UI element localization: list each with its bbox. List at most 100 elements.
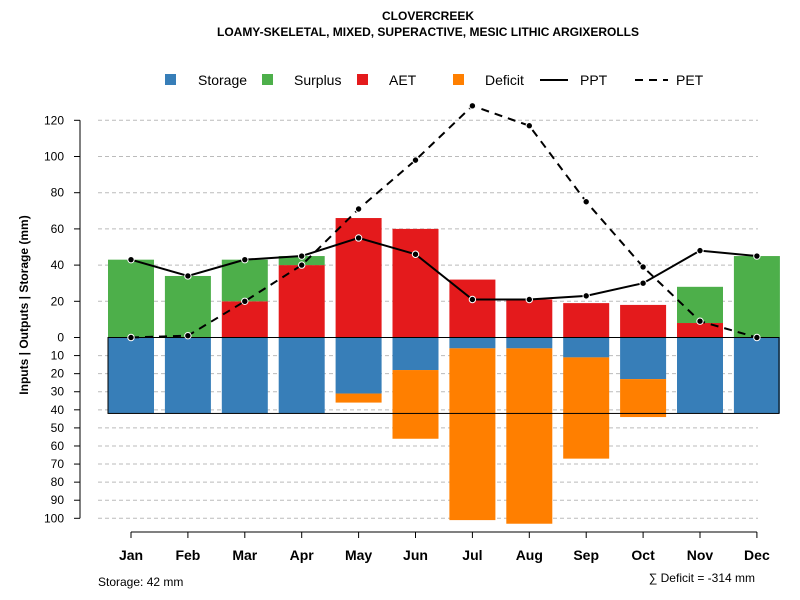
- ppt-line-point: [525, 295, 533, 304]
- y-tick-label: 70: [51, 457, 65, 471]
- ppt-line-point: [241, 255, 249, 264]
- ppt-line-point: [582, 292, 590, 300]
- x-tick-label: Nov: [687, 547, 714, 563]
- ppt-line-point: [696, 246, 704, 255]
- legend-swatch-storage: [165, 74, 176, 85]
- deficit-note: ∑ Deficit = -314 mm: [649, 571, 755, 585]
- ppt-line-point: [184, 272, 192, 280]
- ppt-line-point: [411, 250, 420, 258]
- storage-bar: [335, 337, 382, 394]
- y-tick-label: 20: [51, 294, 65, 308]
- storage-bar: [733, 337, 780, 414]
- ppt-line-point: [127, 255, 135, 264]
- y-tick-label: 10: [51, 349, 65, 363]
- aet-bar: [278, 265, 325, 338]
- legend-label-storage: Storage: [198, 72, 247, 88]
- storage-bar: [620, 337, 667, 380]
- storage-capacity-box: [107, 337, 780, 414]
- aet-bar: [449, 279, 496, 338]
- pet-line-point: [696, 317, 704, 325]
- y-tick-label: 100: [44, 511, 64, 525]
- surplus-bar: [221, 259, 268, 302]
- pet-line-point: [354, 205, 363, 213]
- deficit-bar: [392, 370, 439, 439]
- ppt-line-point: [639, 279, 647, 287]
- aet-bar: [392, 228, 439, 338]
- storage-bar: [506, 337, 553, 349]
- ppt-line-point: [468, 295, 477, 304]
- storage-bar: [563, 337, 610, 358]
- x-tick-label: Jan: [119, 547, 143, 563]
- ppt-line: [130, 236, 757, 301]
- deficit-bar: [506, 348, 553, 524]
- x-tick-label: May: [345, 547, 372, 563]
- y-tick-label: 80: [51, 186, 65, 200]
- surplus-bar: [677, 286, 723, 324]
- legend-label-ppt: PPT: [580, 72, 608, 88]
- aet-bar: [677, 323, 723, 338]
- y-tick-label: 80: [51, 475, 65, 489]
- storage-bar: [677, 337, 723, 414]
- surplus-bar: [164, 275, 211, 338]
- deficit-bar: [335, 393, 382, 403]
- x-tick-label: Dec: [744, 547, 770, 563]
- deficit-bar: [563, 357, 610, 459]
- deficit-bar: [620, 379, 667, 418]
- ppt-line-point: [753, 252, 761, 260]
- y-tick-label: 40: [51, 258, 65, 272]
- legend-label-pet: PET: [676, 72, 704, 88]
- deficit-bar: [449, 348, 496, 521]
- y-tick-label: 120: [44, 113, 64, 127]
- y-tick-label: 30: [51, 385, 65, 399]
- x-tick-label: Feb: [175, 547, 200, 563]
- legend: Storage Surplus AET Deficit PPT PET: [165, 72, 704, 88]
- surplus-bar: [108, 259, 154, 338]
- storage-bar: [392, 337, 439, 371]
- legend-swatch-deficit: [453, 74, 464, 85]
- legend-label-aet: AET: [389, 72, 417, 88]
- y-tick-label: 50: [51, 421, 65, 435]
- pet-line-point: [411, 156, 420, 164]
- y-tick-label: 100: [44, 150, 64, 164]
- x-tick-label: Jun: [403, 547, 428, 563]
- y-tick-label: 20: [51, 367, 65, 381]
- y-tick-label: 0: [57, 331, 64, 345]
- storage-bar: [108, 337, 154, 414]
- axes: 0 20 40 60 80 100 120 10 20 30 40 50 60 70 80 90 100 Jan F…: [44, 113, 770, 563]
- storage-bar: [278, 337, 325, 414]
- legend-label-surplus: Surplus: [294, 72, 341, 88]
- aet-bar: [620, 304, 667, 338]
- pet-line-point: [525, 122, 533, 130]
- x-tick-label: Jul: [462, 547, 482, 563]
- pet-line-point: [298, 261, 306, 269]
- series-lines: [127, 102, 761, 342]
- x-tick-label: Sep: [573, 547, 599, 563]
- pet-line-point: [127, 333, 135, 342]
- chart-subtitle: LOAMY-SKELETAL, MIXED, SUPERACTIVE, MESI…: [217, 25, 639, 39]
- y-tick-label: 60: [51, 439, 65, 453]
- pet-line-point: [753, 333, 761, 342]
- y-tick-label: 40: [51, 403, 65, 417]
- pet-line-point: [468, 102, 477, 110]
- x-tick-label: Apr: [290, 547, 315, 563]
- surplus-bar: [733, 256, 780, 338]
- surplus-bar: [278, 256, 325, 266]
- aet-bar: [221, 301, 268, 338]
- pet-line: [130, 104, 758, 339]
- storage-note: Storage: 42 mm: [98, 575, 183, 589]
- storage-bar: [221, 337, 268, 414]
- y-tick-label: 60: [51, 222, 65, 236]
- legend-swatch-aet: [357, 74, 368, 85]
- storage-bar: [449, 337, 496, 349]
- chart-title: CLOVERCREEK: [382, 9, 474, 23]
- x-tick-label: Aug: [516, 547, 543, 563]
- storage-bar: [164, 337, 211, 414]
- ppt-line-point: [354, 234, 363, 242]
- aet-bar: [563, 303, 610, 338]
- pet-line-point: [639, 263, 647, 271]
- ppt-line-point: [298, 252, 306, 260]
- x-tick-label: Oct: [631, 547, 655, 563]
- aet-bar: [506, 299, 553, 338]
- pet-line-point: [184, 331, 192, 340]
